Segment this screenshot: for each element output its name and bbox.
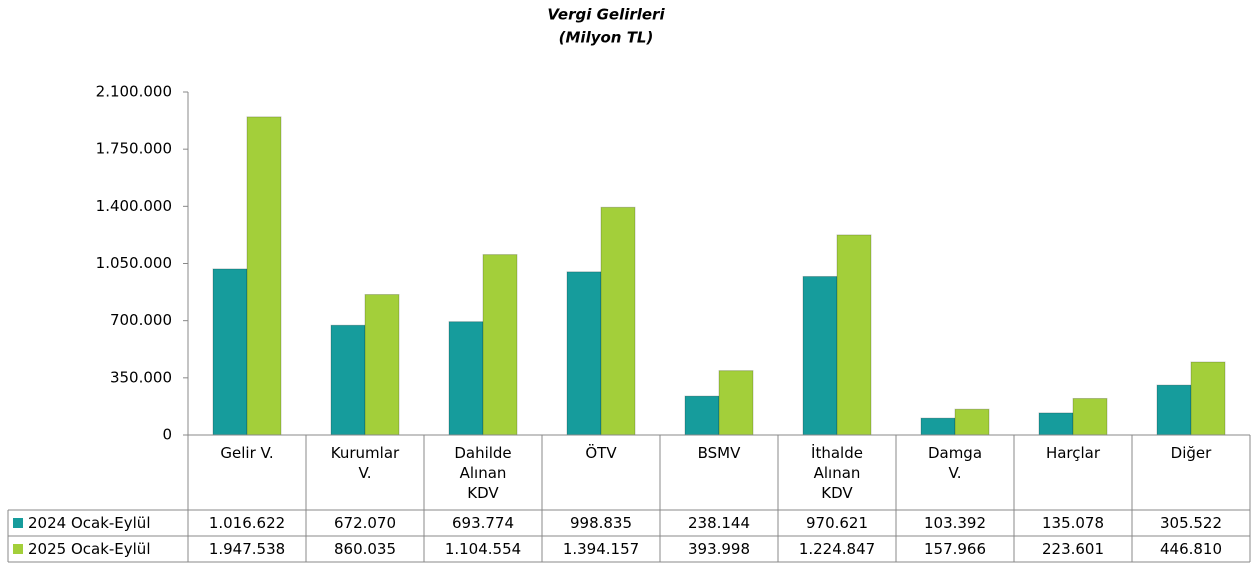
data-label: 1.224.847	[798, 540, 876, 558]
data-label: 970.621	[805, 514, 869, 532]
bar	[802, 275, 838, 436]
data-label: 103.392	[923, 514, 987, 532]
legend-marker	[13, 544, 23, 554]
category-label: Gelir V.	[220, 444, 274, 462]
category-label: ÖTV	[585, 444, 617, 462]
category-label: İthalde Alınan KDV	[811, 444, 863, 502]
data-label: 1.947.538	[208, 540, 286, 558]
y-tick-label: 1.750.000	[96, 140, 172, 158]
data-label: 672.070	[333, 514, 397, 532]
data-label: 238.144	[687, 514, 751, 532]
bar	[836, 234, 872, 436]
bar	[718, 370, 754, 436]
data-label: 157.966	[923, 540, 987, 558]
y-tick-label: 350.000	[110, 368, 172, 386]
data-label: 1.394.157	[562, 540, 640, 558]
bar	[566, 271, 602, 436]
y-tick-label: 1.400.000	[96, 197, 172, 215]
y-tick-label: 1.050.000	[96, 254, 172, 272]
y-tick-label: 700.000	[110, 311, 172, 329]
y-tick-label: 0	[162, 426, 172, 444]
data-label: 860.035	[333, 540, 397, 558]
data-label: 998.835	[569, 514, 633, 532]
bar	[920, 417, 956, 436]
bar	[364, 294, 400, 436]
bar	[330, 324, 366, 436]
category-label: Damga V.	[927, 444, 983, 482]
y-tick-label: 2.100.000	[96, 83, 172, 101]
data-label: 446.810	[1159, 540, 1223, 558]
category-label: Kurumlar V.	[330, 444, 400, 482]
bar	[482, 254, 518, 436]
legend-marker	[13, 518, 23, 528]
bar	[600, 206, 636, 436]
category-label: Diğer	[1170, 444, 1212, 462]
data-label: 393.998	[687, 540, 751, 558]
bar	[1038, 412, 1074, 436]
data-label: 693.774	[451, 514, 515, 532]
bar	[954, 408, 990, 436]
bar	[1190, 361, 1226, 436]
data-label: 305.522	[1159, 514, 1223, 532]
chart-title: Vergi Gelirleri	[547, 6, 665, 24]
bar	[212, 268, 248, 436]
data-label: 1.104.554	[444, 540, 522, 558]
category-label: BSMV	[697, 444, 741, 462]
bar	[684, 395, 720, 436]
legend-entry: 2025 Ocak-Eylül	[28, 540, 151, 558]
bar	[1156, 384, 1192, 436]
chart-subtitle: (Milyon TL)	[559, 29, 654, 47]
bar	[448, 321, 484, 436]
data-label: 223.601	[1041, 540, 1105, 558]
category-label: Dahilde Alınan KDV	[454, 444, 512, 502]
data-label: 1.016.622	[208, 514, 286, 532]
data-label: 135.078	[1041, 514, 1105, 532]
category-label: Harçlar	[1045, 444, 1101, 462]
legend-entry: 2024 Ocak-Eylül	[28, 514, 151, 532]
bar	[1072, 397, 1108, 436]
bar	[246, 116, 282, 436]
